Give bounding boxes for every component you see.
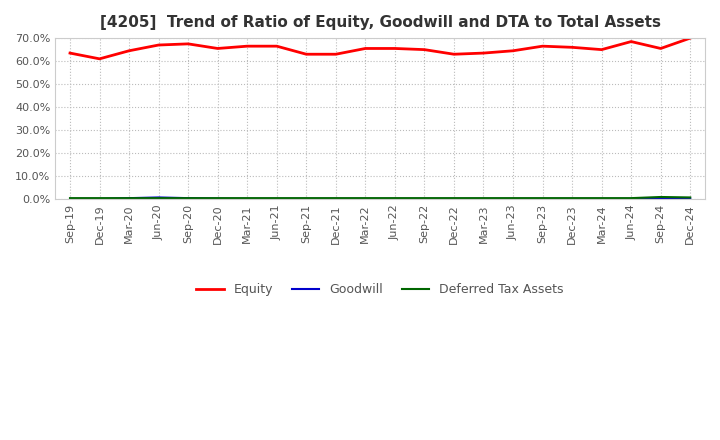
- Deferred Tax Assets: [390, 195, 399, 201]
- Goodwill: [184, 195, 192, 201]
- Goodwill: [657, 195, 665, 201]
- Equity: [686, 36, 695, 41]
- Deferred Tax Assets: [686, 195, 695, 200]
- Goodwill: [95, 196, 104, 202]
- Legend: Equity, Goodwill, Deferred Tax Assets: Equity, Goodwill, Deferred Tax Assets: [192, 278, 569, 301]
- Deferred Tax Assets: [95, 195, 104, 201]
- Goodwill: [509, 196, 518, 202]
- Deferred Tax Assets: [598, 195, 606, 201]
- Deferred Tax Assets: [420, 195, 428, 201]
- Goodwill: [272, 196, 281, 202]
- Equity: [272, 44, 281, 49]
- Equity: [598, 47, 606, 52]
- Equity: [95, 56, 104, 62]
- Deferred Tax Assets: [66, 195, 74, 201]
- Goodwill: [598, 196, 606, 202]
- Deferred Tax Assets: [509, 195, 518, 201]
- Equity: [302, 51, 310, 57]
- Deferred Tax Assets: [213, 195, 222, 201]
- Equity: [568, 45, 577, 50]
- Goodwill: [390, 196, 399, 202]
- Goodwill: [539, 196, 547, 202]
- Goodwill: [331, 196, 340, 202]
- Goodwill: [420, 196, 428, 202]
- Equity: [66, 51, 74, 56]
- Line: Equity: Equity: [70, 38, 690, 59]
- Goodwill: [125, 195, 133, 201]
- Deferred Tax Assets: [480, 195, 488, 201]
- Equity: [627, 39, 636, 44]
- Equity: [480, 51, 488, 56]
- Goodwill: [361, 196, 369, 202]
- Goodwill: [480, 196, 488, 202]
- Goodwill: [302, 196, 310, 202]
- Equity: [184, 41, 192, 47]
- Equity: [213, 46, 222, 51]
- Goodwill: [154, 195, 163, 200]
- Deferred Tax Assets: [125, 195, 133, 201]
- Goodwill: [213, 196, 222, 201]
- Deferred Tax Assets: [243, 195, 251, 201]
- Goodwill: [686, 196, 695, 201]
- Goodwill: [243, 196, 251, 202]
- Deferred Tax Assets: [154, 195, 163, 201]
- Deferred Tax Assets: [449, 195, 458, 201]
- Goodwill: [449, 196, 458, 202]
- Equity: [125, 48, 133, 53]
- Equity: [420, 47, 428, 52]
- Deferred Tax Assets: [627, 195, 636, 201]
- Equity: [657, 46, 665, 51]
- Equity: [390, 46, 399, 51]
- Equity: [331, 51, 340, 57]
- Equity: [449, 51, 458, 57]
- Deferred Tax Assets: [657, 194, 665, 200]
- Goodwill: [568, 196, 577, 202]
- Equity: [361, 46, 369, 51]
- Deferred Tax Assets: [568, 195, 577, 201]
- Deferred Tax Assets: [361, 195, 369, 201]
- Title: [4205]  Trend of Ratio of Equity, Goodwill and DTA to Total Assets: [4205] Trend of Ratio of Equity, Goodwil…: [99, 15, 661, 30]
- Deferred Tax Assets: [539, 195, 547, 201]
- Goodwill: [66, 196, 74, 202]
- Deferred Tax Assets: [302, 195, 310, 201]
- Deferred Tax Assets: [272, 195, 281, 201]
- Equity: [154, 42, 163, 48]
- Line: Goodwill: Goodwill: [70, 198, 690, 199]
- Equity: [243, 44, 251, 49]
- Equity: [539, 44, 547, 49]
- Goodwill: [627, 196, 636, 202]
- Line: Deferred Tax Assets: Deferred Tax Assets: [70, 197, 690, 198]
- Deferred Tax Assets: [184, 195, 192, 201]
- Equity: [509, 48, 518, 53]
- Deferred Tax Assets: [331, 195, 340, 201]
